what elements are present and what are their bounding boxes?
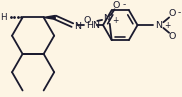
Text: O: O	[168, 9, 176, 18]
Text: +: +	[113, 16, 119, 25]
Text: O: O	[113, 1, 120, 10]
Text: HN: HN	[86, 21, 100, 30]
Text: +: +	[164, 21, 171, 30]
Text: N: N	[155, 21, 162, 30]
Text: O: O	[168, 32, 176, 41]
Text: -: -	[178, 8, 181, 17]
Text: H: H	[1, 13, 7, 22]
Text: O: O	[83, 16, 91, 25]
Text: N: N	[74, 22, 81, 31]
Text: -: -	[122, 0, 125, 9]
Polygon shape	[44, 16, 55, 19]
Text: N: N	[103, 14, 110, 23]
